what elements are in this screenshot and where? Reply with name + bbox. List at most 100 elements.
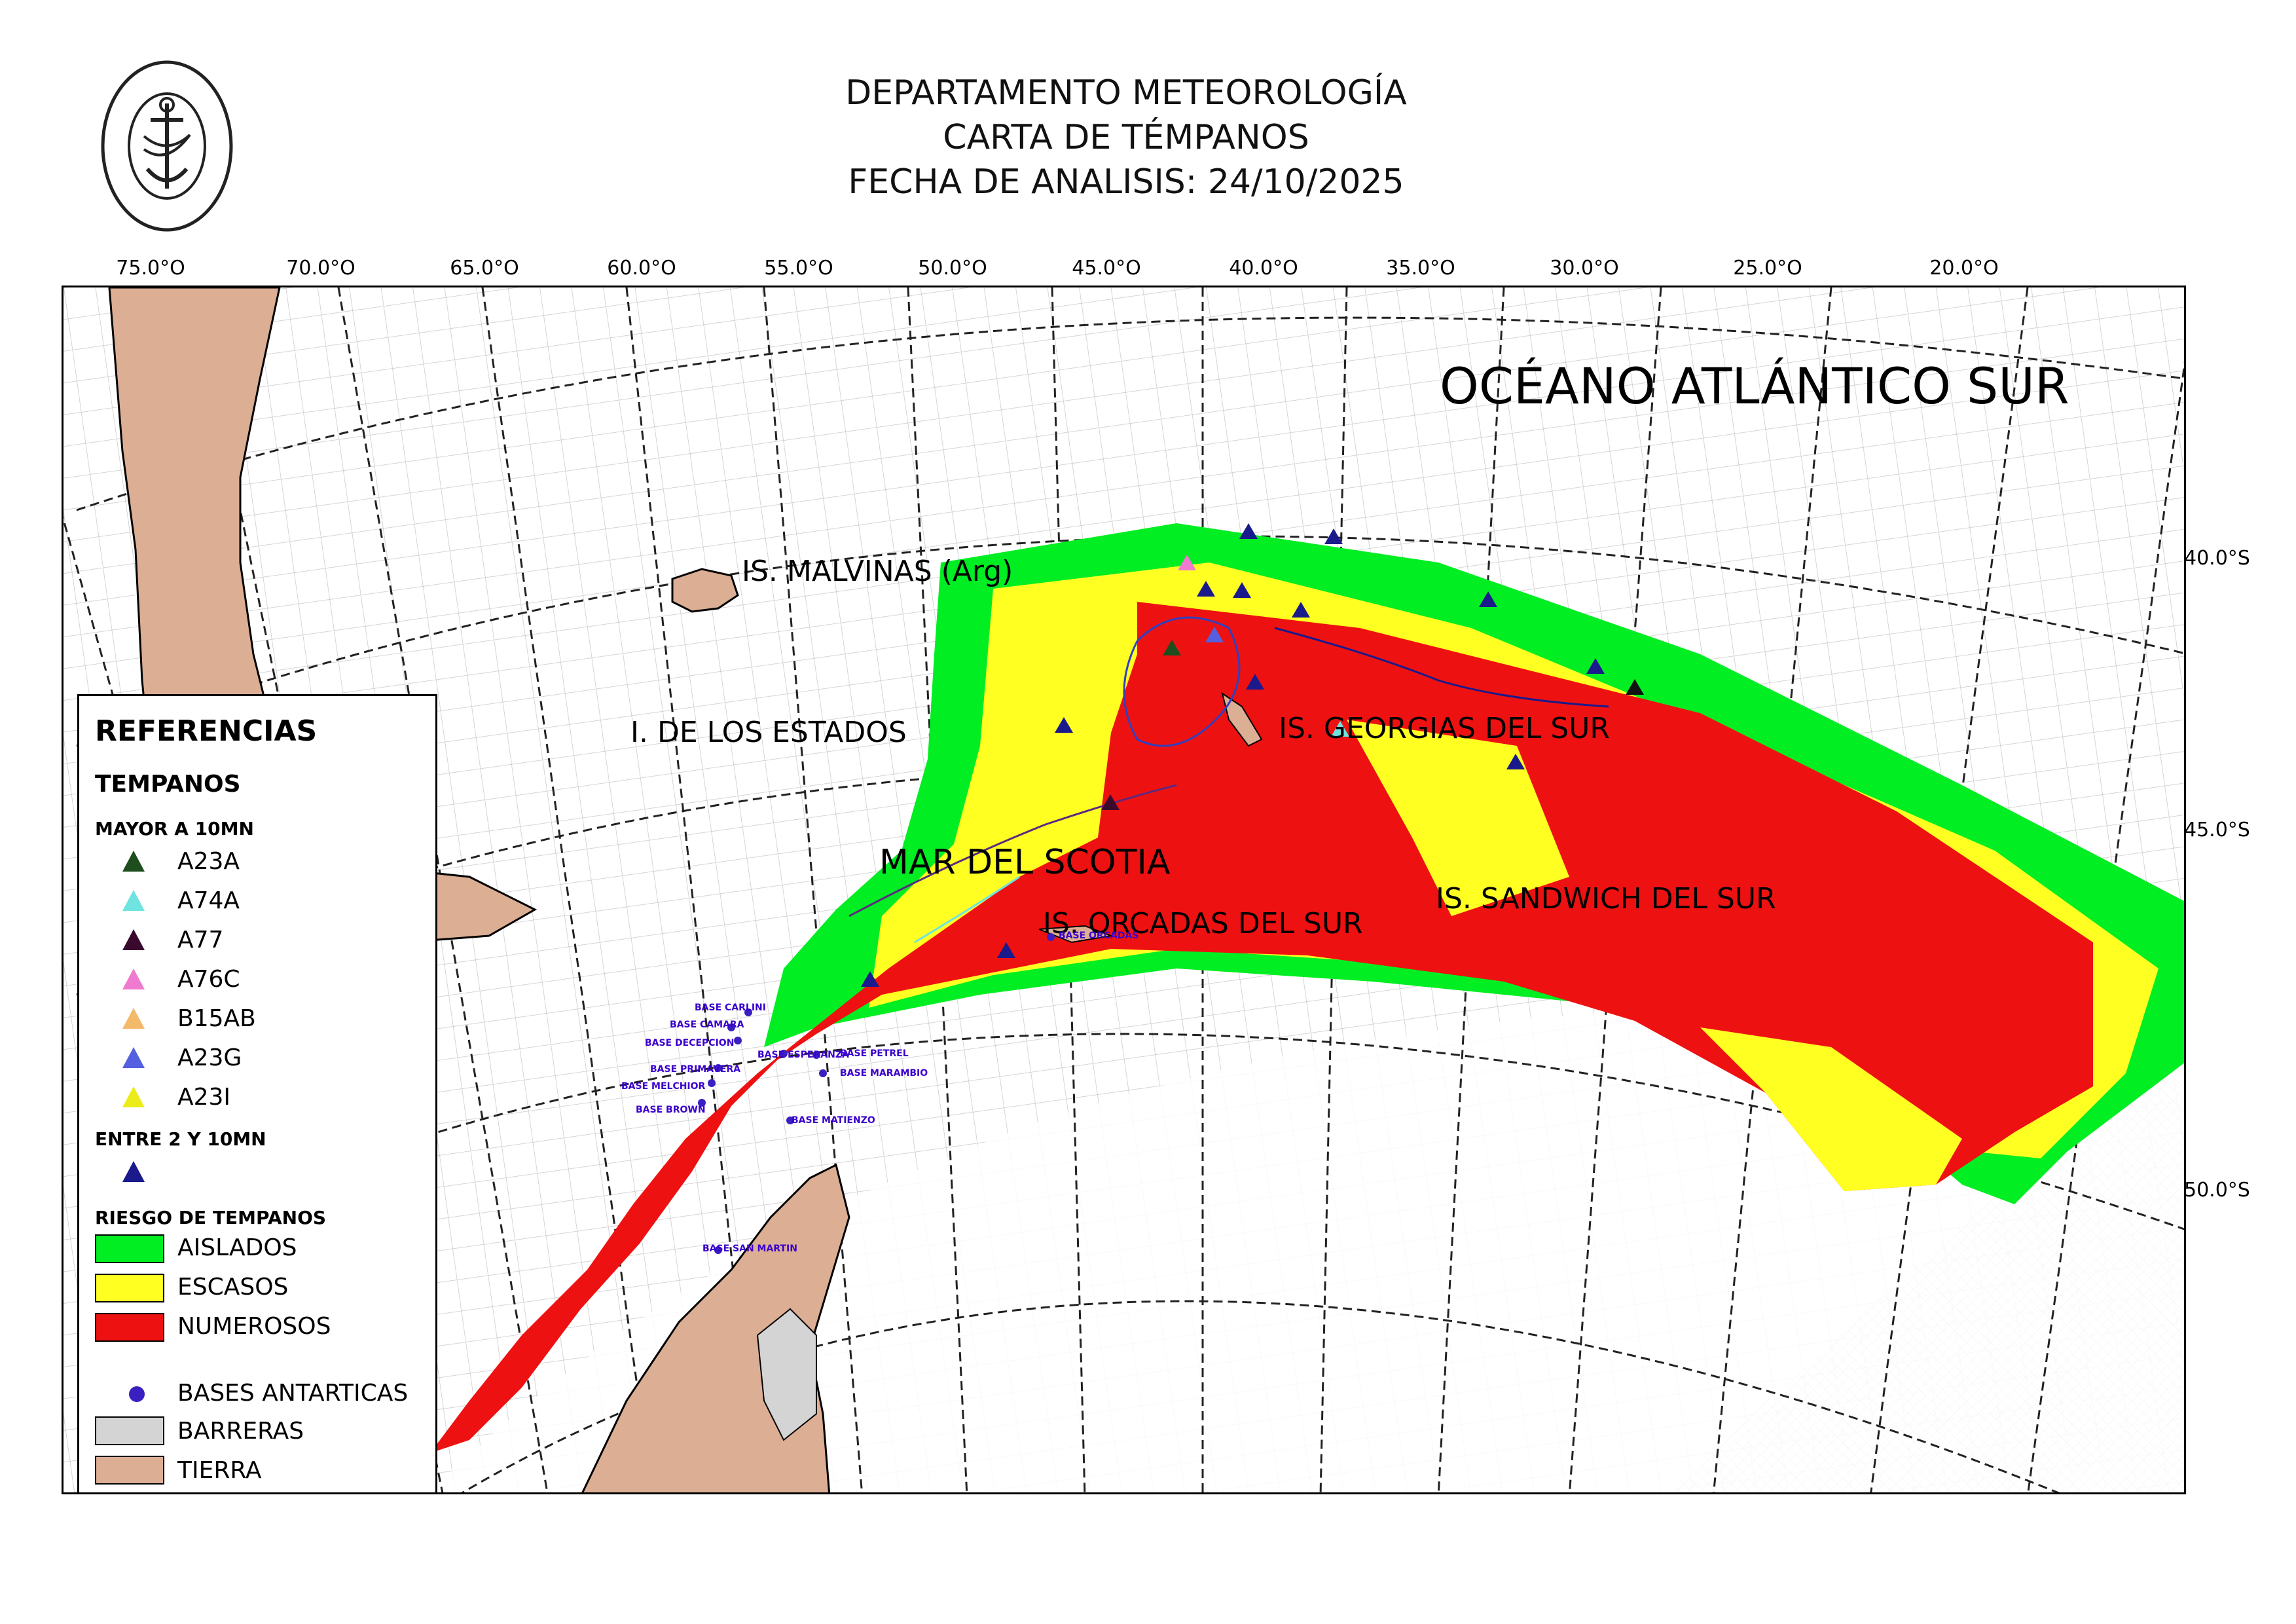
georgias-label: IS. GEORGIAS DEL SUR [1279, 712, 1610, 745]
base-label: BASE PETREL [840, 1048, 909, 1059]
lon-label: 40.0°O [1229, 257, 1298, 280]
scotia-label: MAR DEL SCOTIA [879, 843, 1171, 882]
small-iceberg-marker [1586, 658, 1605, 674]
iceberg-tracks [848, 616, 1609, 944]
legend-panel: REFERENCIAS TEMPANOS MAYOR A 10MN A23A A… [77, 694, 437, 1494]
base-marker [727, 1024, 735, 1031]
antarctic-base-markers [698, 933, 1055, 1254]
lon-label: 35.0°O [1386, 257, 1455, 280]
ice-barrier [756, 1308, 817, 1441]
lon-label: 55.0°O [764, 257, 833, 280]
lat-label: 50.0°S [2184, 1179, 2250, 1202]
small-iceberg-marker [997, 942, 1015, 958]
a74a-legend-icon [122, 890, 145, 911]
legend-item-a23g: A23G [177, 1044, 242, 1071]
small-iceberg-marker [1479, 591, 1497, 607]
lon-label: 25.0°O [1733, 257, 1802, 280]
base-label: BASE DECEPCION [645, 1038, 735, 1048]
base-label: BASE CARLINI [695, 1003, 766, 1013]
legend-major-title: MAYOR A 10MN [95, 818, 254, 840]
legend-title: REFERENCIAS [95, 714, 318, 748]
small-iceberg-marker [1233, 582, 1251, 598]
small-iceberg-legend-icon [122, 1161, 145, 1182]
base-label: BASE ESPERANZA [757, 1050, 849, 1060]
legend-item-a74a: A74A [177, 887, 240, 914]
small-iceberg-marker [1246, 674, 1264, 690]
base-marker [812, 1051, 820, 1059]
legend-item-a76c: A76C [177, 966, 240, 993]
escasos-swatch [95, 1274, 164, 1302]
legend-item-a23a: A23A [177, 848, 240, 875]
legend-item-land: TIERRA [177, 1457, 262, 1484]
lon-label: 70.0°O [286, 257, 355, 280]
hidrografia-seal [101, 60, 233, 232]
legend-item-a23i: A23I [177, 1084, 231, 1111]
a77-legend-icon [122, 929, 145, 950]
small-iceberg-marker [1292, 602, 1310, 618]
legend-risk-title: RIESGO DE TEMPANOS [95, 1207, 327, 1228]
small-iceberg-marker [1055, 717, 1073, 733]
b15ab-legend-icon [122, 1008, 145, 1029]
a23a-legend-icon [122, 851, 145, 872]
risk-zone-numerosos [430, 602, 2093, 1453]
base-label: BASE CAMARA [670, 1020, 744, 1030]
legend-item-numerosos: NUMEROSOS [177, 1313, 331, 1340]
barriers-swatch [95, 1416, 164, 1445]
legend-item-bases: BASES ANTARTICAS [177, 1380, 409, 1407]
title-analysis-date: FECHA DE ANALISIS: 24/10/2025 [848, 162, 1404, 202]
small-iceberg-marker [1197, 581, 1215, 597]
base-marker [714, 1246, 722, 1254]
aislados-swatch [95, 1234, 164, 1263]
lon-label: 30.0°O [1550, 257, 1619, 280]
legend-small-title: ENTRE 2 Y 10MN [95, 1128, 266, 1150]
iceberg-a76c-marker [1178, 555, 1196, 570]
legend-icebergs-title: TEMPANOS [95, 771, 241, 798]
base-marker [734, 1037, 742, 1044]
base-marker [1047, 933, 1055, 941]
estados-label: I. DE LOS ESTADOS [630, 716, 907, 749]
lon-label: 45.0°O [1072, 257, 1141, 280]
lat-label: 40.0°S [2184, 547, 2250, 570]
base-marker [780, 1050, 788, 1058]
legend-item-a77: A77 [177, 927, 224, 953]
base-label: BASE PRIMAVERA [650, 1064, 741, 1075]
base-marker [714, 1064, 722, 1072]
base-label: BASE MARAMBIO [840, 1068, 928, 1079]
lon-label: 50.0°O [918, 257, 987, 280]
iceberg-a23a-marker [1163, 640, 1181, 655]
base-marker [744, 1008, 752, 1016]
base-label: BASE BROWN [636, 1105, 706, 1115]
small-iceberg-marker [1506, 754, 1525, 769]
lon-label: 60.0°O [607, 257, 676, 280]
small-iceberg-marker [1239, 523, 1258, 539]
title-chart: CARTA DE TÉMPANOS [943, 118, 1309, 157]
orcadas-island [1038, 925, 1114, 944]
iceberg-markers-large [1101, 555, 1644, 810]
lon-label: 65.0°O [450, 257, 519, 280]
base-marker [786, 1116, 794, 1124]
base-label: BASE SAN MARTIN [702, 1244, 797, 1254]
malvinas-label: IS. MALVINAS (Arg) [742, 555, 1013, 588]
numerosos-swatch [95, 1313, 164, 1342]
iceberg-a74a-marker [1331, 721, 1349, 737]
iceberg-marker [1626, 679, 1644, 695]
title-department: DEPARTAMENTO METEOROLOGÍA [845, 73, 1407, 113]
risk-zone-escasos [1700, 1027, 1962, 1191]
ocean-label: OCÉANO ATLÁNTICO SUR [1440, 357, 2069, 415]
legend-item-barriers: BARRERAS [177, 1418, 304, 1445]
base-label: BASE ORCADAS [1059, 931, 1139, 941]
legend-item-b15ab: B15AB [177, 1005, 256, 1032]
georgias-island [1221, 692, 1263, 747]
lon-label: 75.0°O [116, 257, 185, 280]
small-iceberg-marker [1324, 528, 1343, 544]
iceberg-markers-small [861, 523, 1605, 987]
southern-blank-area [429, 1004, 2184, 1492]
base-label: BASE MELCHIOR [621, 1081, 706, 1092]
legend-item-escasos: ESCASOS [177, 1274, 289, 1301]
land-swatch [95, 1456, 164, 1485]
a76c-legend-icon [122, 969, 145, 989]
iceberg-a77-marker [1101, 794, 1120, 810]
lat-label: 45.0°S [2184, 819, 2250, 841]
lon-label: 20.0°O [1929, 257, 1999, 280]
